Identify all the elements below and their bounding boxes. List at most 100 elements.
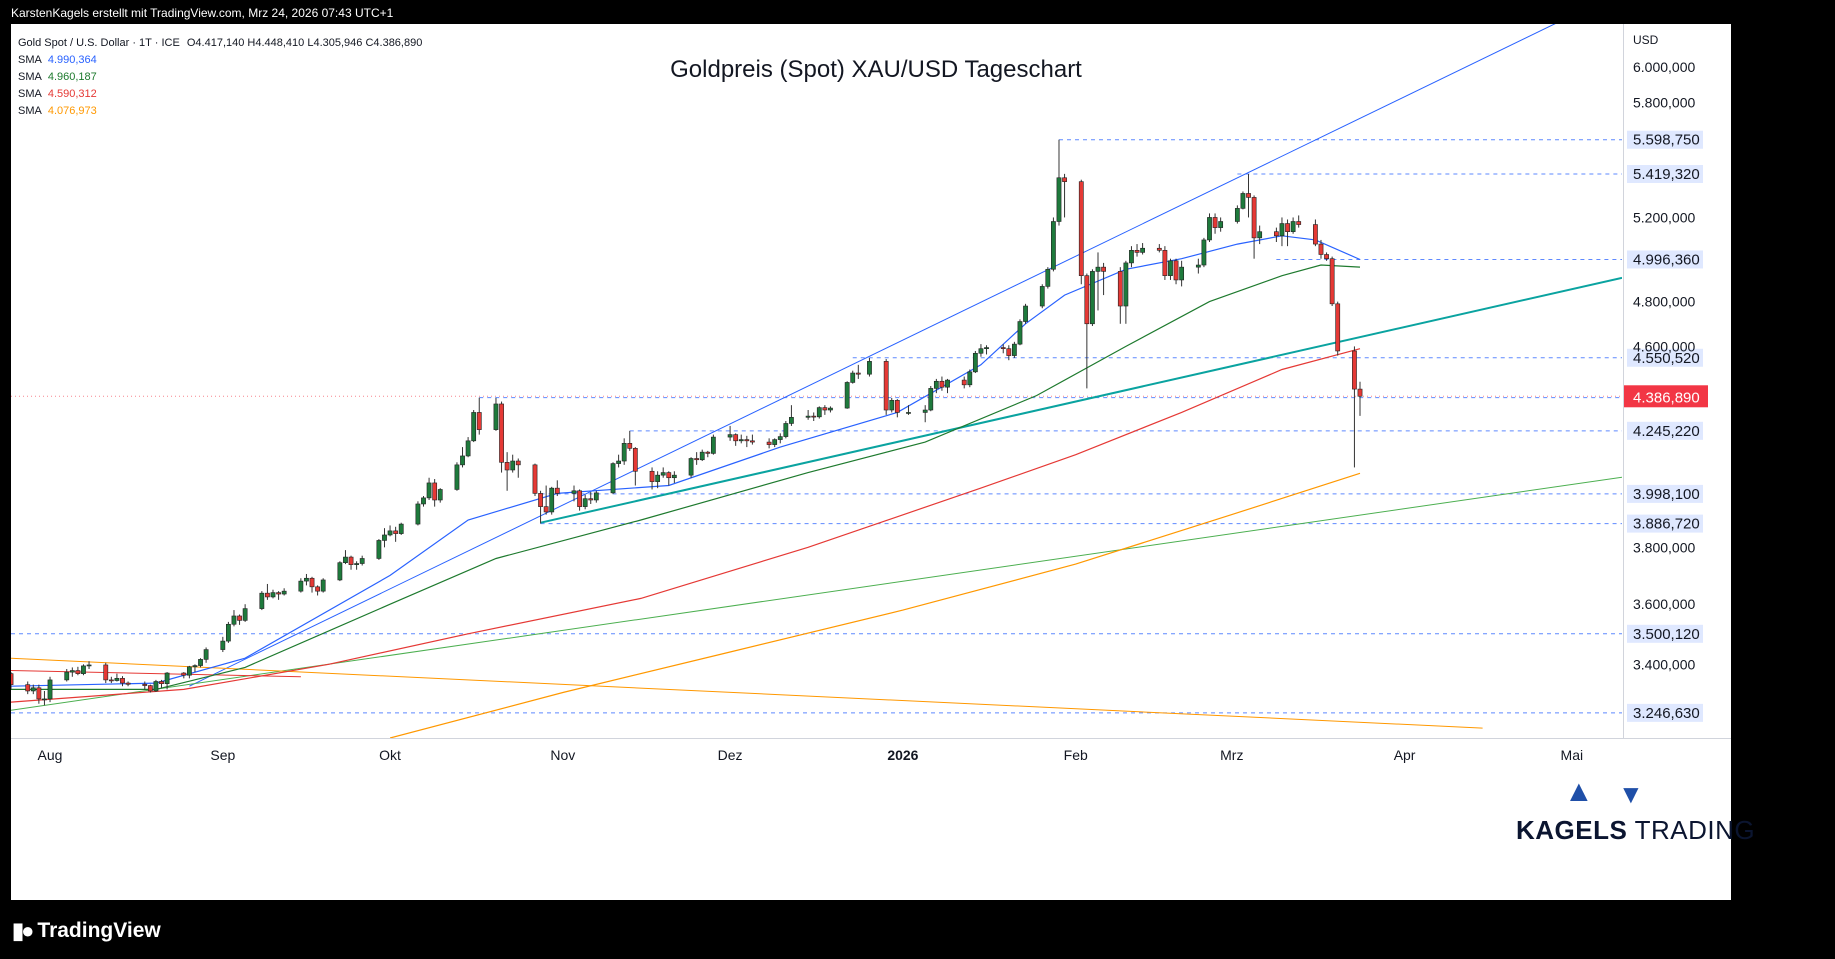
- candle: [125, 681, 131, 687]
- candle-body-up: [86, 664, 92, 667]
- candle-body-down: [147, 685, 153, 692]
- candle: [81, 664, 86, 676]
- y-tick-label: 4.600,000: [1633, 338, 1695, 354]
- kagels-trading-logo: ▲ ▼ KAGELS TRADING: [1516, 775, 1755, 845]
- candle: [181, 672, 187, 679]
- candle: [276, 591, 281, 600]
- candle-body-down: [36, 687, 42, 700]
- candle-body-down: [1117, 271, 1123, 307]
- price-chart[interactable]: 5.598,750 5.419,320 4.996,360 4.550,520 4.38…: [11, 24, 1731, 900]
- candle-body-up: [549, 487, 555, 513]
- candle: [387, 525, 393, 537]
- sma-label: SMA: [18, 88, 42, 100]
- candle-body-up: [582, 498, 588, 507]
- candle: [1000, 344, 1006, 354]
- candle: [315, 585, 320, 596]
- candle-body-up: [1168, 260, 1173, 276]
- candle-body-down: [315, 586, 320, 592]
- candle-body-up: [281, 590, 287, 595]
- trendline-falling-trendline-2: [11, 670, 301, 678]
- candle: [688, 457, 694, 478]
- candle-body-up: [616, 460, 621, 464]
- candle: [1140, 243, 1145, 255]
- candle-body-down: [120, 678, 125, 684]
- candle: [343, 550, 348, 565]
- sma-line-4: [389, 472, 1361, 738]
- sma-legend-row: SMA 4.960,187: [18, 69, 422, 86]
- candle: [186, 665, 192, 679]
- candle-body-down: [1062, 177, 1067, 182]
- candle: [588, 492, 594, 504]
- candle-body-down: [1134, 250, 1140, 253]
- candle-body-up: [186, 666, 192, 676]
- candle: [1168, 258, 1173, 280]
- candle-body-up: [354, 563, 360, 565]
- bear-icon: ▼: [1618, 779, 1644, 809]
- candle-body-down: [1173, 260, 1179, 281]
- grid: [11, 24, 1731, 739]
- candle-body-down: [1000, 347, 1006, 349]
- candle: [828, 406, 833, 413]
- sma-label: SMA: [18, 54, 42, 66]
- candle: [1134, 244, 1140, 257]
- price-level-label: 5.598,750: [1633, 132, 1700, 149]
- candle: [554, 480, 560, 497]
- candle: [226, 621, 231, 643]
- candle: [766, 438, 772, 449]
- candle-body-up: [376, 540, 382, 559]
- candle: [259, 591, 265, 611]
- candle-body-down: [1078, 181, 1084, 276]
- candle-body-down: [554, 487, 560, 494]
- candle: [515, 458, 521, 478]
- candle: [164, 672, 170, 690]
- candle-body-down: [1006, 348, 1012, 356]
- candle-body-up: [192, 665, 198, 668]
- candle-body-up: [967, 371, 973, 386]
- candle-body-down: [1318, 243, 1324, 255]
- candle-body-up: [777, 436, 783, 440]
- candle-body-up: [660, 472, 666, 476]
- candle-body-up: [621, 443, 627, 462]
- candle-body-down: [309, 577, 315, 588]
- candle: [1062, 173, 1067, 218]
- tradingview-icon: ▮●: [12, 918, 34, 943]
- candle-body-up: [47, 679, 53, 700]
- candle: [203, 647, 209, 663]
- candle: [1251, 195, 1257, 259]
- candle: [30, 684, 36, 695]
- candle: [538, 490, 543, 524]
- candle: [75, 666, 81, 676]
- candle: [270, 589, 276, 599]
- candle: [36, 684, 42, 704]
- candle-body-down: [811, 415, 817, 418]
- candle-body-up: [343, 556, 348, 563]
- sma-legend-row: SMA 4.590,312: [18, 86, 422, 103]
- candle: [1084, 273, 1090, 389]
- candle: [666, 471, 672, 486]
- x-tick-label: Nov: [550, 747, 575, 763]
- price-level-tag: [1627, 348, 1703, 367]
- candle-body-down: [627, 443, 633, 449]
- candle: [660, 467, 666, 478]
- candle: [348, 555, 354, 570]
- candle: [1195, 258, 1201, 274]
- candle-body-down: [744, 439, 750, 442]
- candle-body-up: [415, 503, 421, 525]
- trendlines: [11, 24, 1622, 729]
- tradingview-logo[interactable]: ▮● TradingView: [12, 918, 161, 944]
- y-tick-label: 3.800,000: [1633, 539, 1695, 555]
- candle-body-up: [42, 698, 47, 701]
- candle-body-up: [114, 678, 120, 681]
- candle-body-down: [265, 592, 270, 598]
- symbol-info: Gold Spot / U.S. Dollar · 1T · ICE O4.41…: [18, 35, 422, 52]
- candle-body-down: [1101, 266, 1106, 272]
- candle: [64, 668, 70, 682]
- candle-body-down: [75, 670, 81, 674]
- candle-body-up: [164, 672, 170, 684]
- candle-body-up: [69, 670, 75, 673]
- candle: [265, 583, 270, 600]
- x-tick-label: Mai: [1561, 747, 1584, 763]
- candle-body-up: [398, 523, 404, 534]
- candle-body-up: [1290, 221, 1296, 233]
- candle-body-down: [432, 482, 438, 501]
